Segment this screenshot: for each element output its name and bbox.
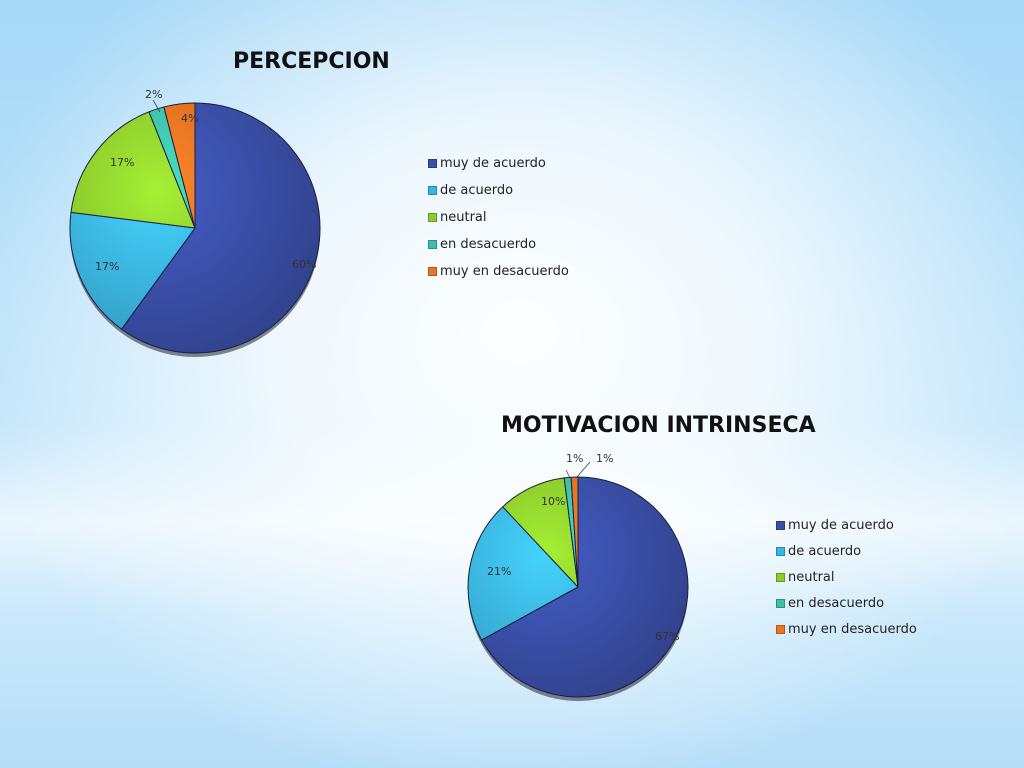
legend-label: de acuerdo	[788, 543, 862, 559]
pie-slice-neutral	[70, 111, 196, 229]
slice-label-de-acuerdo: 17%	[95, 260, 119, 273]
legend-swatch	[428, 186, 437, 195]
slice-label-neutral: 10%	[541, 495, 565, 508]
legend-label: en desacuerdo	[788, 595, 885, 611]
legend-swatch	[428, 213, 437, 222]
pie-slice-de-acuerdo	[69, 211, 196, 330]
slice-label-de-acuerdo: 21%	[487, 565, 511, 578]
legend-swatch	[776, 598, 785, 608]
pie-slice-muy-de-acuerdo	[481, 476, 689, 698]
chart-title: PERCEPCION	[233, 49, 390, 74]
legend-swatch	[428, 159, 437, 168]
legend-label: en desacuerdo	[440, 237, 537, 252]
legend-item: muy en desacuerdo	[776, 616, 917, 642]
legend-swatch	[428, 240, 437, 249]
legend-item: muy en desacuerdo	[428, 258, 569, 285]
legend-item: de acuerdo	[776, 538, 917, 564]
slice-label-en-desacuerdo: 2%	[145, 88, 162, 101]
slice-label-muy-en-desacuerdo: 1%	[596, 452, 613, 465]
legend-label: muy en desacuerdo	[440, 264, 569, 279]
leader-line	[575, 461, 591, 479]
legend-label: neutral	[440, 210, 487, 225]
legend-label: muy de acuerdo	[788, 517, 894, 533]
legend-item: en desacuerdo	[776, 590, 917, 616]
chart-percepcion: PERCEPCION 60% 17% 17% 2% 4% muy de acuerdo d…	[69, 49, 569, 357]
legend-swatch	[776, 572, 785, 582]
pie-slice-muy-en-desacuerdo	[570, 476, 579, 588]
chart-title: MOTIVACION INTRINSECA	[501, 413, 816, 438]
legend-label: muy de acuerdo	[440, 156, 546, 171]
legend-item: de acuerdo	[428, 177, 569, 204]
legend: muy de acuerdo de acuerdo neutral en desacu…	[776, 512, 917, 642]
legend-swatch	[776, 546, 785, 556]
legend-item: en desacuerdo	[428, 231, 569, 258]
legend-item: muy de acuerdo	[776, 512, 917, 538]
legend-label: de acuerdo	[440, 183, 514, 198]
legend-item: muy de acuerdo	[428, 150, 569, 177]
leader-line	[565, 469, 571, 479]
legend: muy de acuerdo de acuerdo neutral en desacu…	[428, 150, 569, 285]
slice-label-muy-en-desacuerdo: 4%	[181, 112, 198, 125]
pie-slice-muy-de-acuerdo	[121, 102, 321, 354]
legend-label: muy en desacuerdo	[788, 621, 917, 637]
legend-swatch	[776, 520, 785, 530]
pie-chart: 60% 17% 17% 2% 4%	[69, 88, 321, 357]
legend-item: neutral	[776, 564, 917, 590]
slice-label-muy-de-acuerdo: 60%	[292, 258, 316, 271]
slice-label-neutral: 17%	[110, 156, 134, 169]
legend-swatch	[428, 267, 437, 276]
pie-slice-muy-en-desacuerdo	[163, 102, 196, 229]
pie-slice-de-acuerdo	[467, 506, 579, 641]
slice-label-en-desacuerdo: 1%	[566, 452, 583, 465]
legend-label: neutral	[788, 569, 835, 585]
slice-label-muy-de-acuerdo: 67%	[655, 630, 679, 643]
leader-line	[152, 99, 161, 113]
legend-swatch	[776, 624, 785, 634]
legend-item: neutral	[428, 204, 569, 231]
